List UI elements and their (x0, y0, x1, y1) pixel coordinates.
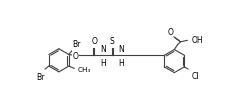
Text: OH: OH (190, 36, 202, 45)
Text: N: N (100, 44, 106, 53)
Text: N: N (118, 44, 124, 53)
Text: O: O (167, 27, 173, 36)
Text: Cl: Cl (191, 71, 199, 80)
Text: O: O (73, 51, 78, 60)
Text: O: O (91, 37, 97, 46)
Text: Br: Br (72, 39, 81, 48)
Text: S: S (109, 37, 114, 46)
Text: CH₃: CH₃ (77, 67, 90, 72)
Text: H: H (118, 58, 124, 67)
Text: Br: Br (36, 73, 44, 82)
Text: H: H (100, 58, 106, 67)
